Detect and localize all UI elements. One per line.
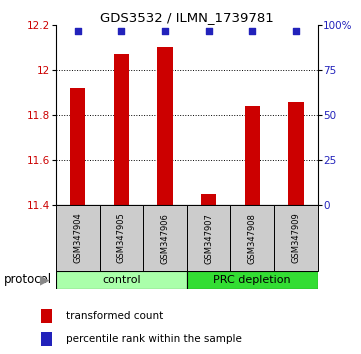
Point [118,28,124,33]
Bar [245,106,260,205]
Text: percentile rank within the sample: percentile rank within the sample [66,334,242,344]
Text: ▶: ▶ [40,273,50,286]
Text: GSM347907: GSM347907 [204,213,213,263]
Text: GSM347909: GSM347909 [291,213,300,263]
Bar [114,54,129,205]
Text: transformed count: transformed count [66,311,163,321]
Text: PRC depletion: PRC depletion [213,275,291,285]
Text: control: control [102,275,141,285]
Text: GSM347906: GSM347906 [161,213,170,263]
Text: GSM347904: GSM347904 [73,213,82,263]
Bar [187,205,230,271]
Bar [41,332,52,346]
Point [249,28,255,33]
Bar [230,205,274,271]
Bar [201,194,216,205]
Text: protocol: protocol [4,273,52,286]
Bar [187,271,318,289]
Point [293,28,299,33]
Bar [56,271,187,289]
Title: GDS3532 / ILMN_1739781: GDS3532 / ILMN_1739781 [100,11,274,24]
Bar [288,102,304,205]
Bar [143,205,187,271]
Text: GSM347905: GSM347905 [117,213,126,263]
Bar [56,205,100,271]
Bar [41,309,52,323]
Bar [70,88,86,205]
Point [75,28,81,33]
Text: GSM347908: GSM347908 [248,213,257,263]
Bar [274,205,318,271]
Bar [157,47,173,205]
Point [162,28,168,33]
Point [206,28,212,33]
Bar [100,205,143,271]
